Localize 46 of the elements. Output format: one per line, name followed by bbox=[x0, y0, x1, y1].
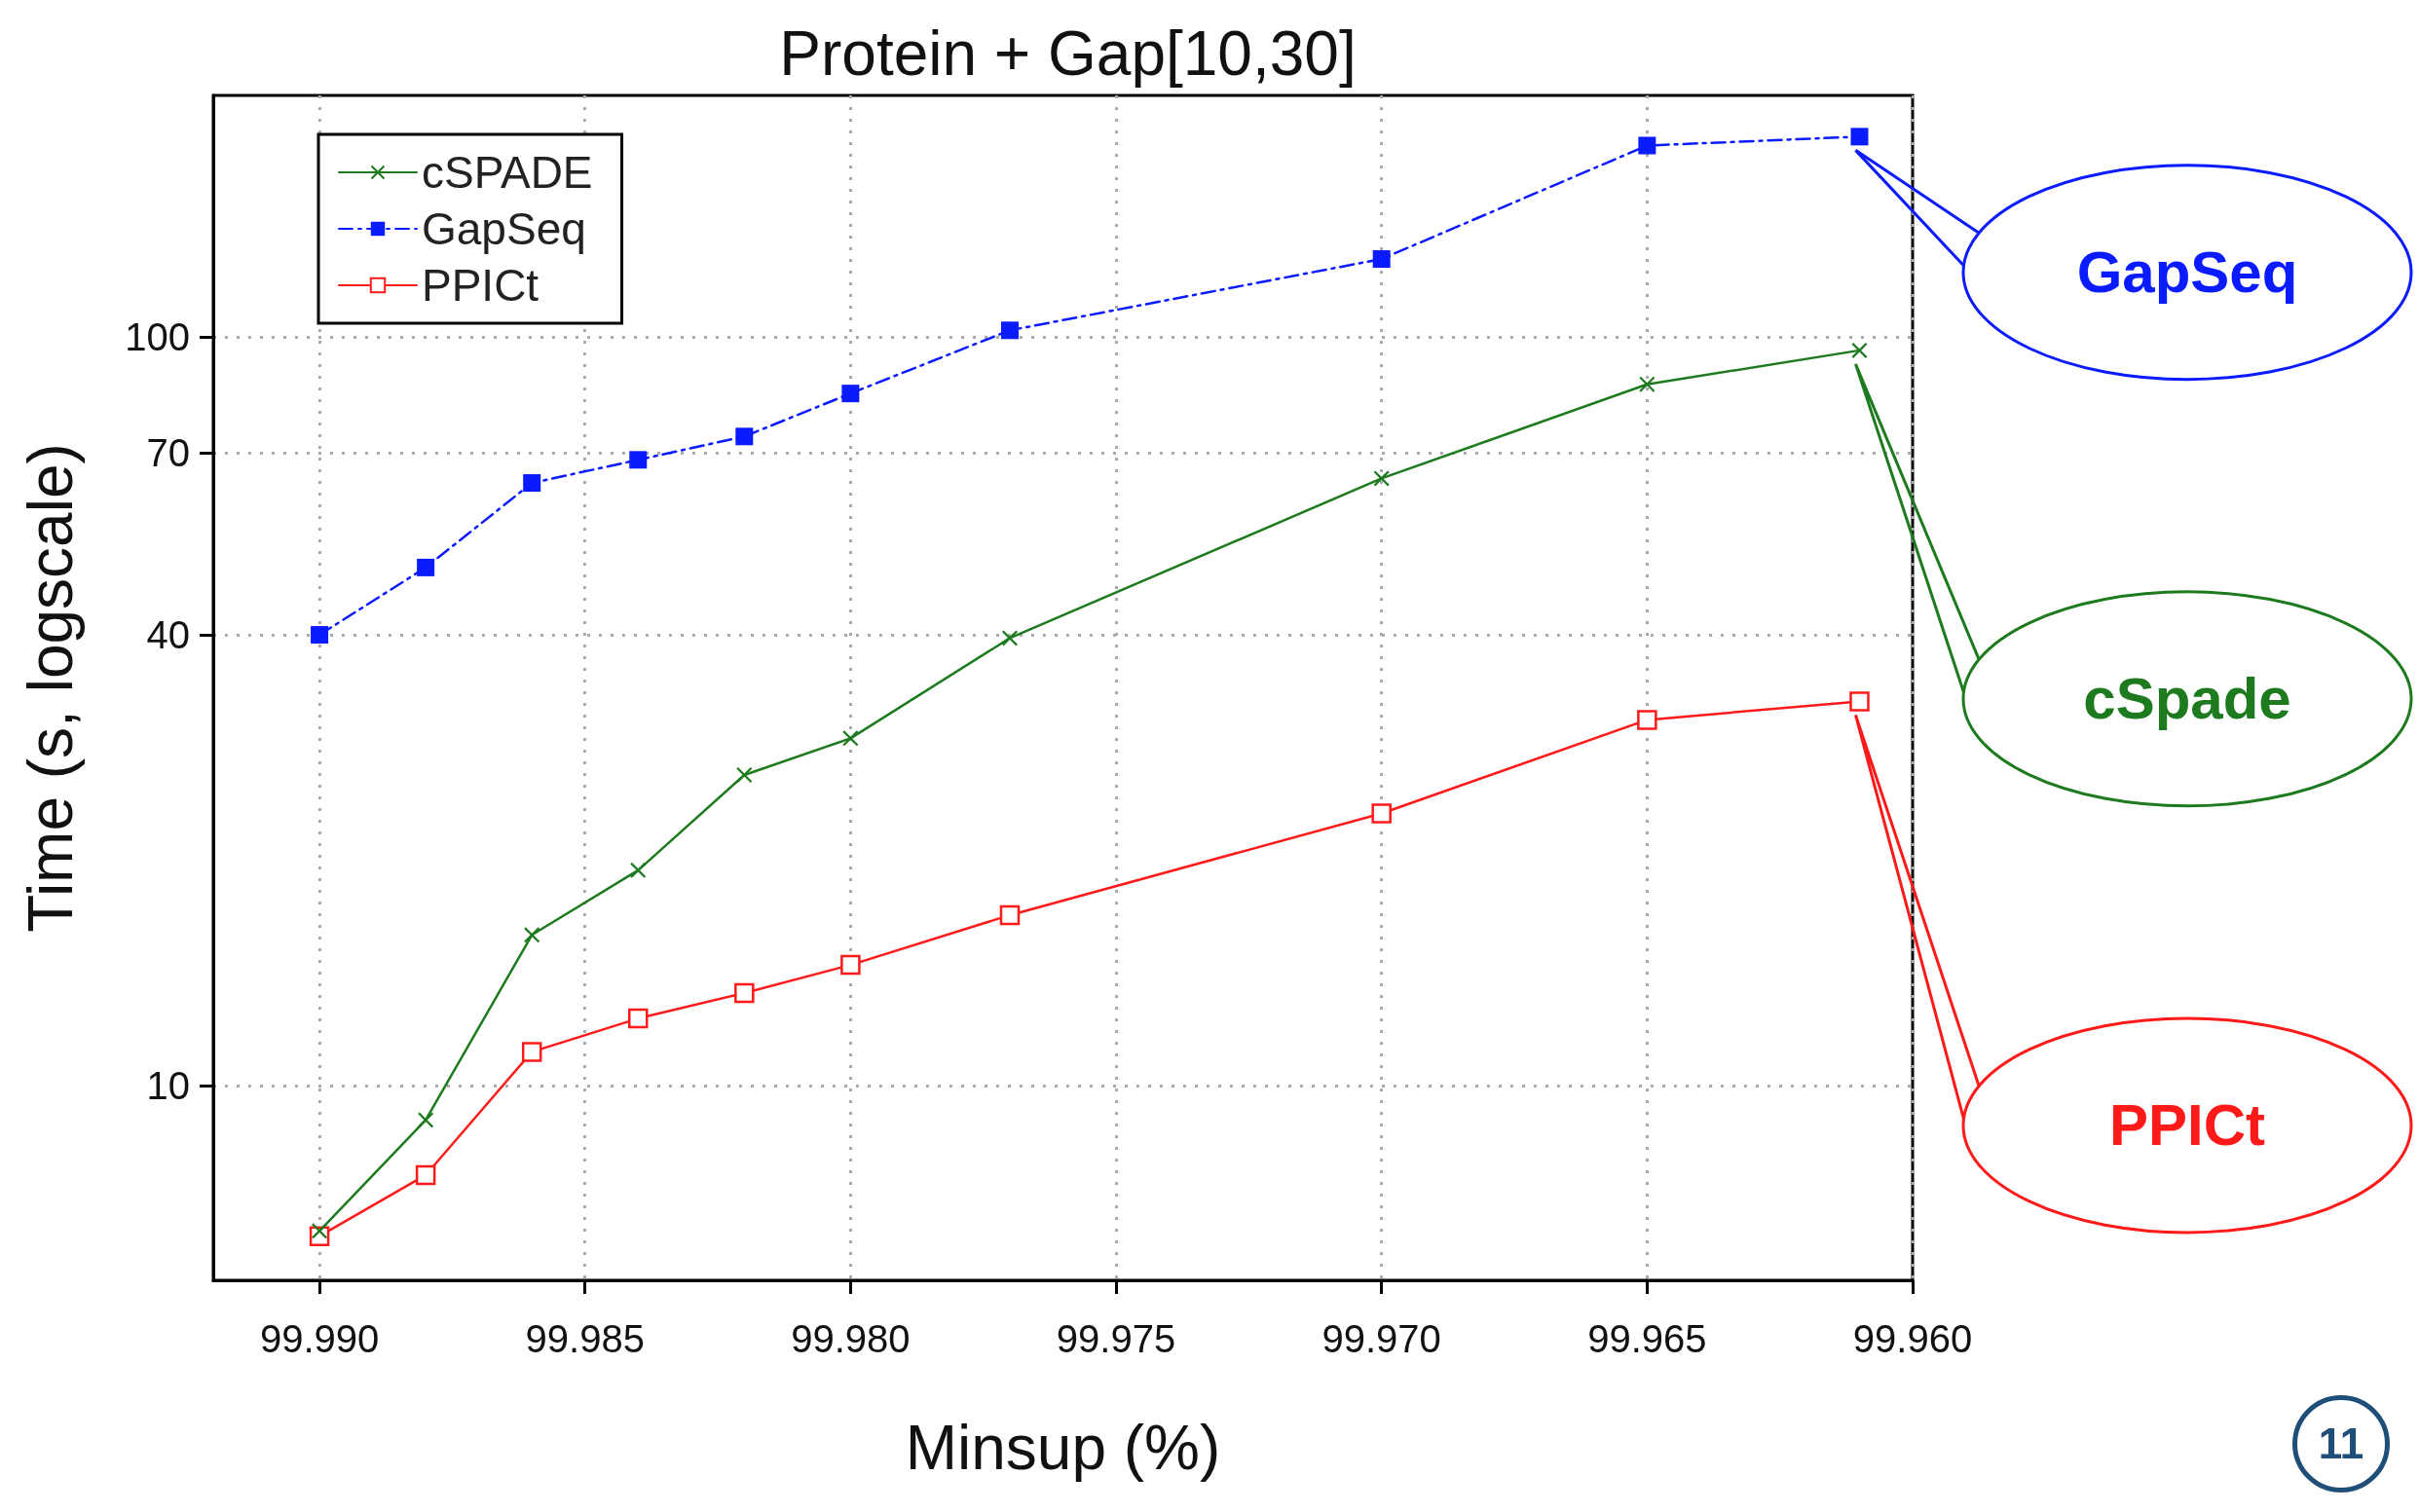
point bbox=[417, 558, 435, 576]
x-axis-title: Minsup (%) bbox=[905, 1413, 1221, 1483]
y-tick-label: 100 bbox=[125, 314, 190, 358]
point bbox=[1000, 321, 1019, 340]
point bbox=[1851, 342, 1868, 358]
legend-label: GapSeq bbox=[422, 203, 586, 254]
point bbox=[1001, 630, 1018, 646]
point bbox=[415, 1164, 436, 1186]
point bbox=[999, 904, 1021, 926]
x-tick-label: 99.960 bbox=[1852, 1317, 1973, 1360]
x-tick-label: 99.985 bbox=[525, 1317, 645, 1360]
point bbox=[840, 954, 861, 976]
point bbox=[521, 1042, 542, 1062]
point bbox=[841, 385, 860, 403]
point bbox=[311, 626, 329, 645]
point bbox=[1638, 136, 1656, 155]
point bbox=[1637, 710, 1657, 730]
x-tick-label: 99.990 bbox=[259, 1317, 380, 1360]
point bbox=[734, 982, 755, 1004]
x-tick-label: 99.980 bbox=[791, 1317, 911, 1360]
point bbox=[1849, 691, 1870, 712]
x-tick-label: 99.970 bbox=[1321, 1317, 1441, 1360]
chart-title: Protein + Gap[10,30] bbox=[779, 18, 1357, 89]
y-axis-title: Time (s, logscale) bbox=[16, 443, 86, 933]
legend-label: PPICt bbox=[422, 260, 540, 311]
point bbox=[630, 862, 647, 878]
point bbox=[1373, 470, 1390, 487]
text: 11 bbox=[2292, 1395, 2390, 1493]
y-tick-label: 40 bbox=[146, 613, 190, 657]
point bbox=[1639, 376, 1656, 392]
point bbox=[523, 474, 541, 493]
point bbox=[735, 427, 754, 446]
point bbox=[736, 766, 753, 783]
legend-label: cSPADE bbox=[422, 147, 593, 198]
y-tick-label: 70 bbox=[146, 431, 190, 475]
point bbox=[1372, 250, 1391, 269]
x-tick-label: 99.975 bbox=[1056, 1317, 1176, 1360]
point bbox=[628, 1008, 649, 1029]
y-tick-label: 10 bbox=[146, 1064, 190, 1108]
point bbox=[418, 1112, 434, 1128]
x-tick-label: 99.965 bbox=[1587, 1317, 1707, 1360]
point bbox=[524, 927, 540, 943]
point bbox=[1371, 803, 1392, 824]
point bbox=[629, 451, 648, 469]
point bbox=[842, 730, 859, 747]
point bbox=[1850, 128, 1869, 146]
